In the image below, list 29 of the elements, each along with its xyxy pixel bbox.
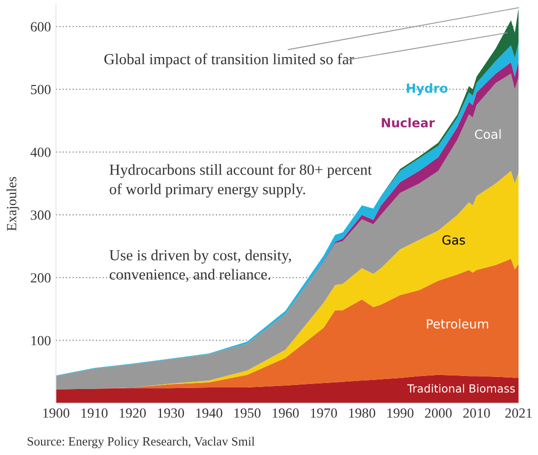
series-label: Hydro <box>406 83 448 96</box>
x-tick-label: 1970 <box>310 408 337 418</box>
y-tick-label: 200 <box>30 273 51 283</box>
y-tick-label: 400 <box>30 148 51 158</box>
y-tick-label: 300 <box>30 210 51 220</box>
x-tick-label: 1930 <box>158 408 184 418</box>
series-label: Coal <box>474 129 501 139</box>
series-label: Gas <box>442 235 465 245</box>
x-tick-label: 2010 <box>463 408 490 418</box>
y-tick-label: 100 <box>31 336 51 346</box>
x-tick-label: 2000 <box>425 408 452 418</box>
source-note: Source: Energy Policy Research, Vaclav Smil <box>28 436 255 448</box>
series-label: Petroleum <box>426 318 488 329</box>
x-tick-label: 1920 <box>120 408 146 418</box>
annotation: Hydrocarbons still account for 80+ percent of world primary energy supply. <box>110 164 372 198</box>
series-label: Nuclear <box>382 118 435 128</box>
annotation: Use is driven by cost, density, convenience, and reliance. <box>109 250 291 282</box>
x-tick-label: 1910 <box>82 408 108 418</box>
x-tick-label: 2021 <box>505 408 532 418</box>
y-axis-title: Exajoules <box>6 176 20 231</box>
x-tick-label: 1980 <box>349 408 376 418</box>
series-label: Traditional Biomass <box>407 384 515 393</box>
y-tick-label: 600 <box>30 22 51 32</box>
x-tick-label: 1990 <box>387 408 414 418</box>
x-tick-label: 1950 <box>234 408 260 418</box>
y-tick-label: 500 <box>31 84 51 94</box>
x-tick-label: 1940 <box>196 408 222 418</box>
x-tick-label: 1960 <box>272 408 299 418</box>
x-tick-label: 1900 <box>43 408 70 418</box>
